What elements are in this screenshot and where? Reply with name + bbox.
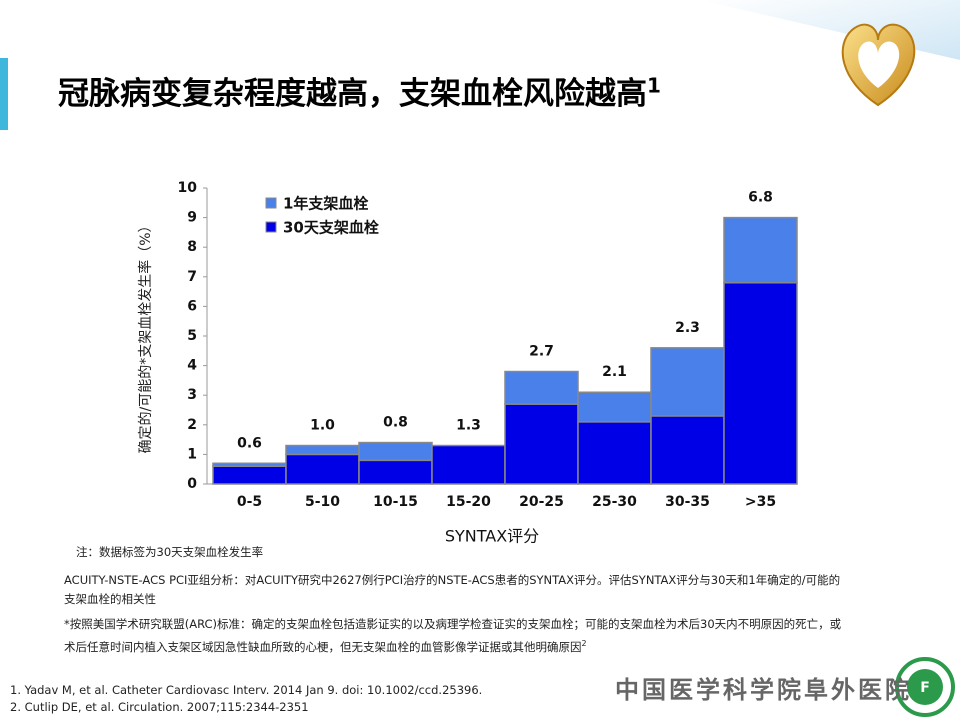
data-label: 2.7 <box>529 344 554 360</box>
bar-segment <box>358 441 433 462</box>
y-tick-label: 7 <box>187 269 197 285</box>
legend-swatch <box>265 221 277 233</box>
analysis: ACUITY-NSTE-ACS PCI亚组分析：对ACUITY研究中2627例行… <box>64 573 841 606</box>
bar-segment <box>285 453 360 485</box>
bar-segment <box>723 216 798 284</box>
y-axis-label: 确定的/可能的*支架血栓发生率（%） <box>137 218 154 453</box>
data-label: 0.6 <box>237 435 262 451</box>
y-tick-label: 9 <box>187 210 197 226</box>
bar-segment <box>650 415 725 485</box>
legend-label: 1年支架血栓 <box>283 195 368 213</box>
data-label: 2.1 <box>602 364 627 380</box>
definition-text: *按照美国学术研究联盟(ARC)标准：确定的支架血栓包括造影证实的以及病理学检查… <box>64 617 842 654</box>
y-tick-label: 2 <box>187 417 197 433</box>
y-tick-label: 4 <box>187 358 197 374</box>
y-tick-label: 10 <box>178 180 198 196</box>
bar-segment <box>358 459 433 485</box>
bar-segment <box>577 421 652 485</box>
x-tick-label: >35 <box>745 494 776 510</box>
reference: 2. Cutlip DE, et al. Circulation. 2007;1… <box>10 700 309 714</box>
y-tick-label: 8 <box>187 239 197 255</box>
bar-segment <box>504 403 579 485</box>
chart: 确定的/可能的*支架血栓发生率（%） SYNTAX评分 0 1 2 3 4 5 6 7 8 9 10… <box>137 180 798 546</box>
x-tick-label: 25-30 <box>592 494 637 510</box>
data-label: 0.8 <box>383 415 408 431</box>
bar-segment <box>285 444 360 456</box>
x-axis-label: SYNTAX评分 <box>445 527 539 546</box>
bar-segment <box>212 462 287 467</box>
x-tick-label: 5-10 <box>305 494 340 510</box>
data-label: 1.3 <box>456 418 481 434</box>
legend-label: 30天支架血栓 <box>283 219 379 237</box>
data-label: 6.8 <box>748 190 773 206</box>
institution: 中国医学科学院阜外医院 <box>615 675 912 704</box>
bar-segment <box>650 347 725 417</box>
reference: 1. Yadav M, et al. Catheter Cardiovasc I… <box>10 683 483 697</box>
data-label: 1.0 <box>310 418 335 434</box>
title: 冠脉病变复杂程度越高，支架血栓风险越高1 <box>58 68 661 113</box>
data-label: 2.3 <box>675 320 700 336</box>
y-tick-label: 5 <box>187 328 197 344</box>
title-text: 冠脉病变复杂程度越高，支架血栓风险越高 <box>58 76 647 112</box>
note: 注：数据标签为30天支架血栓发生率 <box>76 545 264 559</box>
x-tick-label: 10-15 <box>373 494 418 510</box>
bar-segment <box>723 281 798 485</box>
x-tick-label: 0-5 <box>237 494 262 510</box>
definition-sup: 2 <box>581 639 587 648</box>
bar-segment <box>431 444 506 485</box>
bar-segment <box>577 391 652 423</box>
y-tick-label: 1 <box>187 446 197 462</box>
bar-segment <box>212 465 287 485</box>
definition: *按照美国学术研究联盟(ARC)标准：确定的支架血栓包括造影证实的以及病理学检查… <box>64 615 844 657</box>
bar-segment <box>504 370 579 405</box>
x-tick-label: 20-25 <box>519 494 564 510</box>
y-tick-label: 6 <box>187 298 197 314</box>
y-tick-label: 0 <box>187 476 197 492</box>
x-tick-label: 15-20 <box>446 494 491 510</box>
svg-text:F: F <box>920 680 930 696</box>
x-tick-label: 30-35 <box>665 494 710 510</box>
title-sup: 1 <box>647 73 661 98</box>
y-tick-label: 3 <box>187 387 197 403</box>
legend-swatch <box>265 197 277 209</box>
